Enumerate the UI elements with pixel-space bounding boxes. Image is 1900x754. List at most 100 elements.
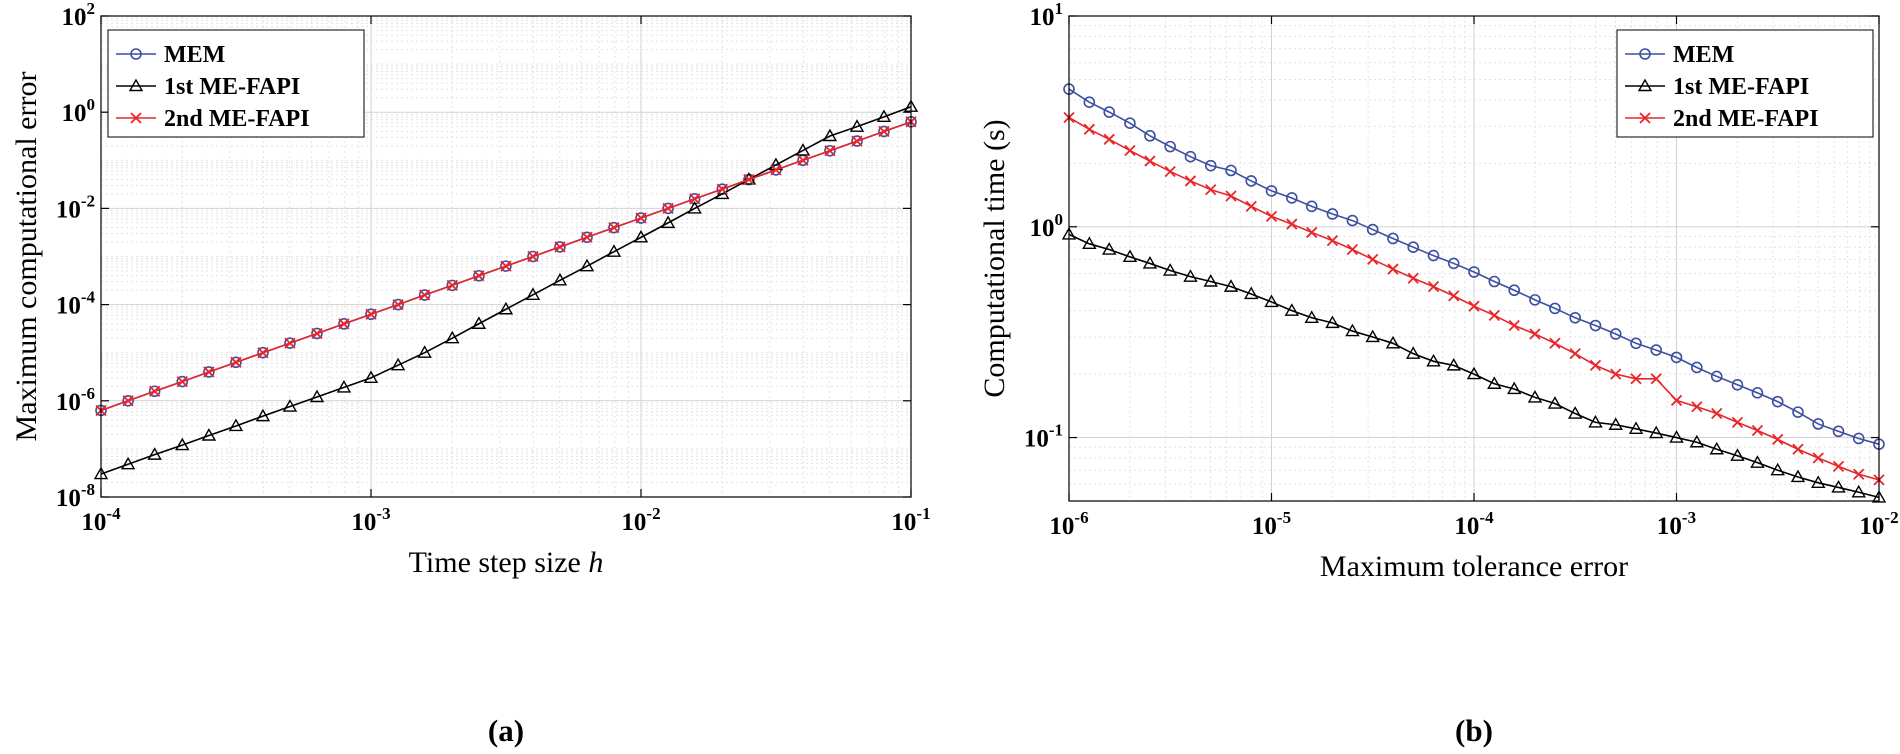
legend-entry: 1st ME-FAPI (116, 74, 300, 100)
legend-label: MEM (164, 42, 225, 68)
data-point (1103, 106, 1116, 118)
legend-label: 2nd ME-FAPI (164, 106, 310, 132)
data-point (716, 183, 728, 195)
data-point (1304, 310, 1319, 323)
data-point (688, 193, 701, 205)
data-point (1164, 140, 1176, 153)
legend: MEM 1st ME-FAPI 2nd ME-FAPI (107, 29, 365, 138)
data-point (1144, 155, 1156, 167)
data-point (662, 202, 674, 215)
series-2nd-me-fapi (95, 116, 917, 417)
legend-label: 1st ME-FAPI (1673, 74, 1809, 100)
series-1st-me-fapi (93, 99, 919, 480)
data-point (581, 231, 593, 244)
data-point (824, 145, 836, 157)
data-point (203, 366, 215, 378)
data-point (1812, 418, 1825, 430)
data-point (176, 375, 188, 388)
data-point (1488, 309, 1500, 321)
data-point (1325, 315, 1340, 329)
data-point (257, 346, 269, 359)
data-point (1265, 210, 1278, 223)
data-point (1284, 303, 1300, 316)
x-tick-label: 10-4 (81, 504, 121, 536)
series-line (1068, 233, 1880, 499)
data-point (1650, 344, 1663, 356)
data-point (390, 357, 406, 371)
data-point (203, 366, 215, 378)
data-point (633, 229, 649, 243)
data-point (554, 241, 566, 253)
data-point (1122, 249, 1138, 263)
data-point (338, 318, 350, 330)
data-point (1569, 311, 1581, 324)
data-point (1567, 406, 1583, 419)
y-tick-label: 100 (62, 95, 96, 127)
data-point (473, 270, 485, 282)
data-point (255, 408, 271, 422)
data-point (1205, 184, 1217, 196)
data-point (1345, 323, 1360, 337)
y-tick-label: 101 (1030, 0, 1064, 31)
legend-label: 2nd ME-FAPI (1673, 106, 1819, 132)
legend-marker (130, 112, 142, 124)
data-point (689, 193, 701, 205)
data-point (1223, 279, 1239, 292)
data-point (1326, 234, 1339, 247)
data-point (608, 221, 620, 234)
y-axis-label: Maximum computational error (10, 72, 43, 442)
data-point (876, 109, 892, 123)
data-point (445, 330, 460, 344)
data-point (1164, 165, 1176, 178)
data-point (257, 347, 269, 359)
legend-marker (128, 78, 144, 92)
legend-entry: MEM (116, 42, 225, 68)
data-point (552, 272, 568, 286)
data-point (147, 447, 162, 460)
data-point (1427, 249, 1440, 262)
data-point (1589, 359, 1602, 372)
data-point (608, 222, 620, 234)
data-point (1426, 353, 1441, 367)
data-point (284, 337, 296, 349)
data-point (1669, 430, 1684, 443)
data-point (1711, 407, 1723, 420)
data-point (1608, 417, 1623, 430)
data-point (1710, 370, 1723, 383)
data-point (1731, 378, 1744, 391)
data-point (849, 119, 865, 132)
data-point (1184, 150, 1197, 163)
legend-entry: 2nd ME-FAPI (1625, 106, 1819, 132)
data-point (311, 327, 323, 340)
legend-marker (1637, 78, 1653, 92)
x-axis-label: Maximum tolerance error (1320, 550, 1628, 583)
x-tick-label: 10-6 (1049, 508, 1088, 540)
data-point (1082, 236, 1097, 250)
data-point (201, 428, 217, 441)
data-point (284, 337, 296, 349)
data-point (1670, 351, 1683, 364)
data-point (1406, 346, 1421, 359)
data-point (851, 135, 863, 147)
data-point (554, 241, 566, 253)
data-point (1083, 96, 1096, 108)
data-point (1142, 256, 1158, 269)
data-point (500, 260, 512, 272)
data-point (635, 212, 647, 224)
legend-marker (1639, 48, 1651, 60)
data-point (1407, 241, 1420, 254)
data-point (878, 125, 890, 138)
chart-b: 10-6 10-5 10-4 10-3 10-2 10-1 100 101 Maximum to… (978, 0, 1899, 748)
series-mem (1063, 83, 1885, 450)
data-point (1610, 368, 1622, 380)
data-point (1103, 133, 1115, 145)
data-point (446, 279, 459, 292)
x-tick-label: 10-3 (351, 504, 390, 536)
data-point (1488, 275, 1501, 288)
data-point (1468, 300, 1480, 312)
data-point (1771, 395, 1784, 408)
x-tick-label: 10-2 (621, 504, 660, 536)
data-point (635, 212, 647, 224)
panel-label: (b) (1455, 713, 1493, 748)
data-point (473, 269, 485, 282)
